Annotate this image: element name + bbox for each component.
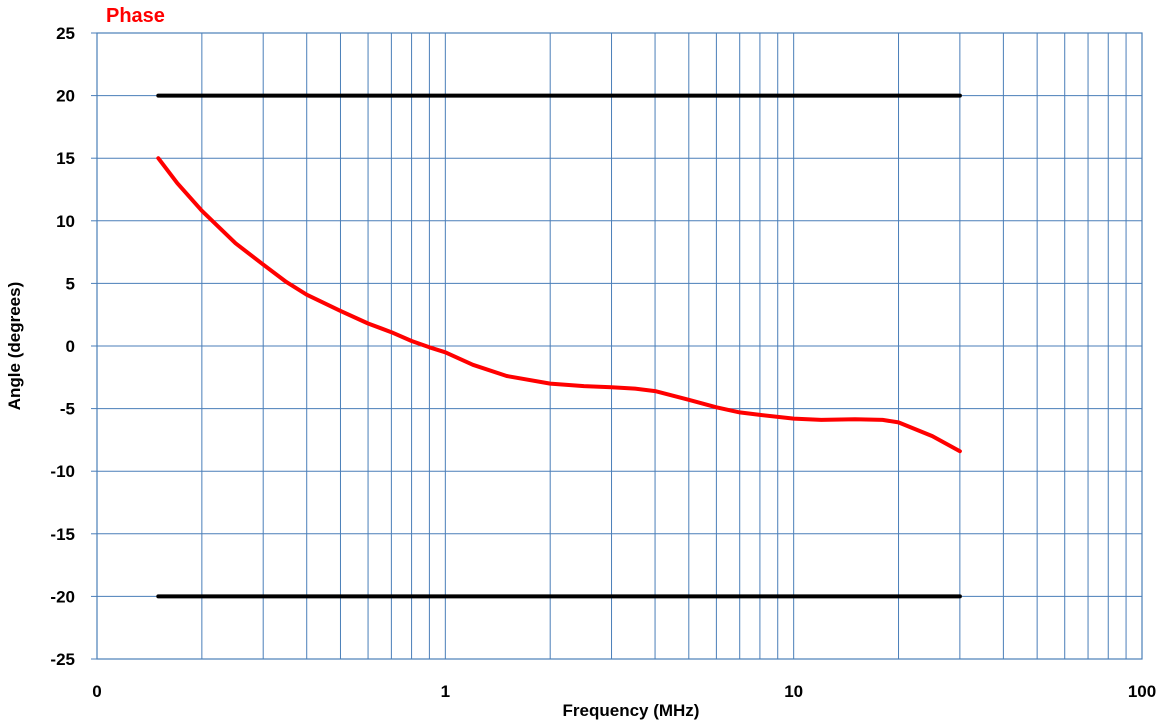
y-tick-label: -15: [50, 525, 75, 544]
y-tick-label: 0: [66, 337, 75, 356]
phase-series-line: [156, 156, 962, 454]
x-tick-label: 1: [441, 682, 450, 701]
y-tick-label: 20: [56, 87, 75, 106]
y-tick-label: -25: [50, 650, 75, 669]
plot-area: 25 20 15 10 5 0 -5 -10 -15 -20 -25 0 1 10 100: [50, 24, 1156, 701]
x-tick-label: 0: [92, 682, 101, 701]
y-tick-label: 5: [66, 274, 75, 293]
y-tick-label: 25: [56, 24, 75, 43]
y-tick-label: -20: [50, 587, 75, 606]
y-tick-label: 10: [56, 212, 75, 231]
y-tick-label: -10: [50, 462, 75, 481]
chart-title: Phase: [106, 5, 165, 27]
y-tick-label: 15: [56, 149, 75, 168]
x-tick-label: 100: [1128, 682, 1156, 701]
y-axis-title: Angle (degrees): [5, 282, 24, 410]
y-tick-label: -5: [60, 400, 75, 419]
x-tick-label: 10: [784, 682, 803, 701]
x-axis-title: Frequency (MHz): [563, 701, 700, 720]
